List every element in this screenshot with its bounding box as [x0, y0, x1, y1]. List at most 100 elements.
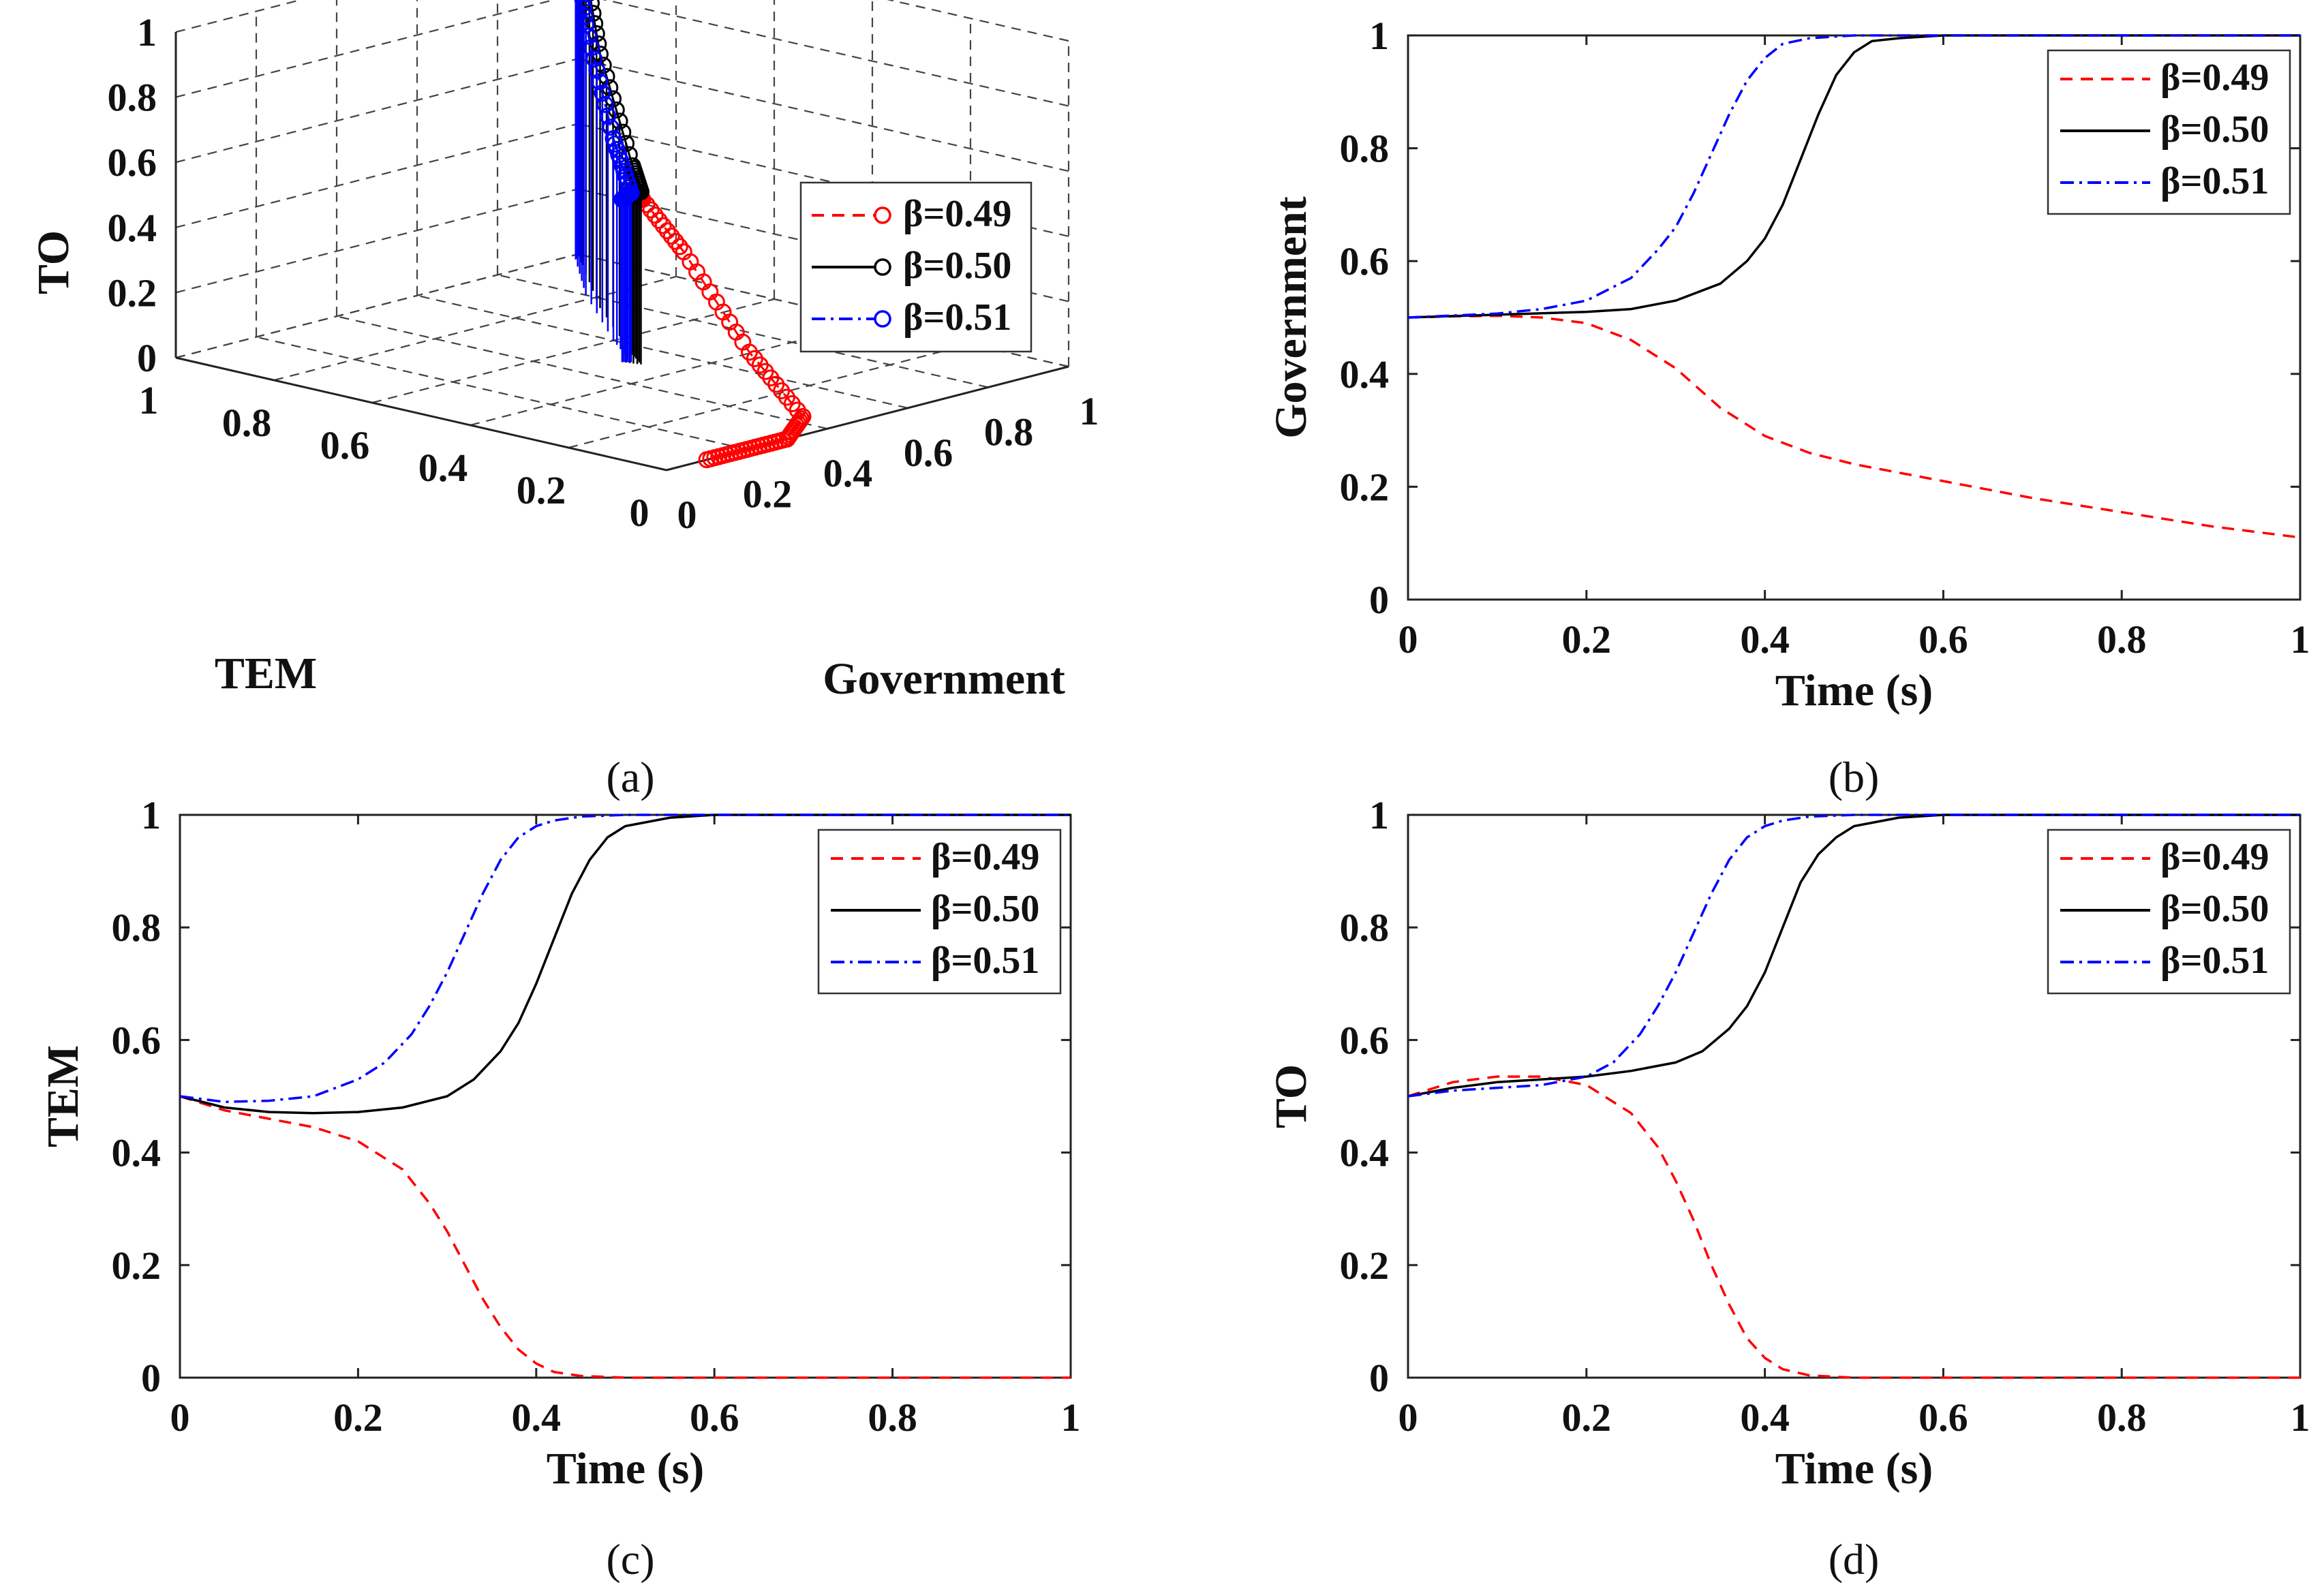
panel-a-marker: [599, 107, 617, 125]
panel-a-y-tick-label: 0.6: [320, 423, 370, 467]
panel-c-series-line: [179, 814, 1071, 1115]
panel-c-legend-label: β=0.50: [931, 888, 1039, 930]
panel-b-x-tick-label: 0.8: [2097, 617, 2147, 662]
panel-a-lines: [574, 0, 812, 469]
panel-b-y-axis-label: Government: [1266, 196, 1316, 439]
panel-a-z-tick-label: 0: [137, 336, 157, 380]
panel-b-x-tick-label: 0.2: [1562, 617, 1612, 662]
panel-d-caption: (d): [1829, 1535, 1880, 1583]
panel-a-floor-gridline: [371, 298, 775, 404]
panel-a-marker: [605, 129, 622, 147]
panel-a-legend-label: β=0.49: [903, 193, 1011, 235]
panel-d-y-tick-label: 0.8: [1340, 905, 1390, 950]
panel-a-x-tick-label: 0.2: [743, 472, 793, 516]
panel-b-legend-label: β=0.51: [2160, 160, 2269, 202]
panel-a-marker: [574, 0, 592, 8]
panel-a-marker: [658, 222, 676, 240]
panel-d-x-tick-label: 0.2: [1562, 1395, 1612, 1440]
panel-d-y-tick-label: 0.6: [1340, 1018, 1390, 1062]
panel-a-x-tick-label: 1: [1080, 389, 1099, 433]
panel-a-legend-label: β=0.50: [903, 245, 1011, 287]
panel-a-legend-label: β=0.51: [903, 296, 1011, 339]
panel-a-y-axis-label: TEM: [215, 649, 317, 698]
panel-a-y-tick-label: 0.8: [222, 401, 272, 445]
panel-c-x-tick-label: 1: [1061, 1395, 1081, 1440]
panel-d-x-tick-label: 0: [1398, 1395, 1418, 1440]
panel-d-legend-label: β=0.50: [2160, 888, 2269, 930]
panel-c-x-tick-label: 0.6: [690, 1395, 739, 1440]
panel-b-y-tick-label: 0.6: [1340, 239, 1390, 283]
panel-b-y-tick-label: 0.8: [1340, 127, 1390, 171]
panel-a-marker: [588, 61, 606, 79]
panel-a-side-gridline: [602, 0, 1069, 107]
panel-a-x-axis-label: Government: [823, 654, 1065, 704]
panel-b-x-tick-label: 0.6: [1918, 617, 1968, 662]
panel-c-y-tick-label: 1: [141, 793, 161, 837]
panel-b-government-plot: 0 0.2 0.4 0.6 0.8 1 0 0.2 0.4 0.6 0.8 1 Time (s) Gove…: [1266, 14, 2310, 715]
panel-d-x-tick-label: 1: [2291, 1395, 2310, 1440]
panel-a-floor-gridline: [416, 294, 908, 409]
panel-a-back-gridline: [175, 0, 303, 33]
panel-d-y-tick-label: 0.2: [1340, 1243, 1390, 1288]
panel-c-tem-plot: 0 0.2 0.4 0.6 0.8 1 0 0.2 0.4 0.6 0.8 1 Time (s) TEM β…: [38, 793, 1081, 1493]
panel-a-back-gridline: [175, 0, 556, 98]
panel-b-caption: (b): [1829, 753, 1880, 801]
panel-a-caption: (a): [606, 753, 654, 801]
panel-a-marker: [667, 232, 684, 250]
panel-b-x-tick-label: 1: [2291, 617, 2310, 662]
panel-a-legend-marker: [874, 258, 891, 276]
panel-a-z-tick-label: 0.4: [108, 206, 157, 250]
panel-d-y-axis-label: TO: [1266, 1064, 1316, 1128]
panel-a-y-tick-label: 0.2: [517, 468, 566, 512]
panel-d-x-tick-label: 0.6: [1918, 1395, 1968, 1440]
panel-a-y-axis-line: [175, 356, 667, 471]
panel-a-z-tick-label: 0.2: [108, 270, 157, 315]
panel-b-legend-label: β=0.49: [2160, 57, 2269, 99]
panel-b-y-tick-label: 0: [1369, 578, 1389, 622]
panel-a-x-tick-label: 0.6: [904, 431, 953, 475]
panel-a-marker: [662, 228, 680, 245]
panel-a-back-gridline: [175, 188, 579, 294]
panel-b-x-tick-label: 0.4: [1740, 617, 1790, 662]
panel-a-legend-marker: [874, 310, 891, 328]
panel-b-x-axis-label: Time (s): [1775, 666, 1933, 715]
panel-d-x-tick-label: 0.4: [1740, 1395, 1790, 1440]
panel-d-legend-label: β=0.49: [2160, 836, 2269, 878]
panel-c-x-tick-label: 0.2: [333, 1395, 383, 1440]
panel-c-x-tick-label: 0: [170, 1395, 190, 1440]
panel-b-legend-label: β=0.50: [2160, 108, 2269, 151]
panel-c-legend-label: β=0.49: [931, 836, 1039, 878]
panel-a-marker: [594, 84, 611, 102]
panel-a-z-axis-label: TO: [29, 230, 78, 294]
panel-c-y-tick-label: 0.4: [112, 1131, 162, 1175]
panel-b-y-tick-label: 0.2: [1340, 465, 1390, 509]
panel-c-y-tick-label: 0.2: [112, 1243, 162, 1288]
panel-a-marker: [654, 217, 672, 234]
panel-a-side-gridline: [577, 58, 1069, 172]
panel-a-legend-marker: [874, 206, 891, 224]
panel-b-y-tick-label: 0.4: [1340, 352, 1390, 397]
panel-c-y-tick-label: 0.6: [112, 1018, 162, 1062]
panel-d-series-line: [1407, 814, 2300, 1098]
panel-c-series-line: [179, 1095, 1071, 1379]
panel-d-legend-label: β=0.51: [2160, 940, 2269, 982]
panel-c-y-axis-label: TEM: [38, 1045, 88, 1147]
panel-a-marker: [698, 451, 716, 469]
panel-a-y-tick-label: 0.4: [418, 446, 468, 490]
panel-a-legend: β=0.49 β=0.50 β=0.51: [799, 181, 1033, 353]
panel-b-series-line: [1407, 314, 2301, 539]
panel-a-3d-plot: 0 0.2 0.4 0.6 0.8 100.20.40.60.8100.20.40.60.…: [29, 0, 1099, 801]
panel-a-x-tick-label: 0.8: [984, 409, 1034, 454]
panel-d-x-axis-label: Time (s): [1775, 1444, 1933, 1493]
panel-c-x-axis-label: Time (s): [547, 1444, 705, 1493]
panel-a-z-tick-label: 0.6: [108, 140, 157, 185]
panel-a-z-tick-label: 0.8: [108, 76, 157, 120]
panel-a-y-tick-label: 0: [630, 491, 649, 535]
panel-a-floor-gridline: [273, 275, 677, 382]
panel-a-side-gridline: [887, 0, 1069, 42]
panel-c-series-line: [179, 814, 1071, 1104]
panel-a-marker: [650, 211, 668, 229]
panel-d-y-tick-label: 0.4: [1340, 1131, 1390, 1175]
panel-a-x-tick-label: 0.4: [823, 451, 873, 495]
